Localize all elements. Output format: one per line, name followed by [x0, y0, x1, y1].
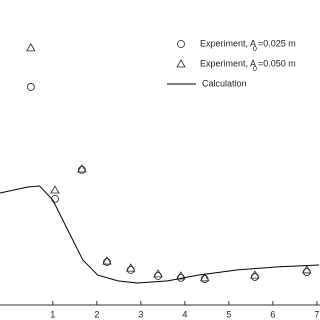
x-tick-label: 1	[50, 309, 55, 319]
point	[126, 266, 135, 274]
point	[302, 265, 312, 274]
point	[153, 269, 163, 278]
point	[77, 165, 86, 174]
point	[199, 273, 210, 282]
point	[50, 185, 60, 194]
point	[250, 270, 260, 279]
point	[176, 271, 186, 280]
legend-sub: 0	[253, 46, 257, 53]
legend-marker	[177, 40, 185, 48]
calc-line	[0, 185, 320, 284]
x-tick-label: 2	[94, 309, 99, 319]
point	[51, 194, 59, 203]
x-tick-label: 4	[182, 309, 187, 319]
x-tick-label: 6	[270, 309, 275, 319]
legend-marker	[176, 59, 186, 68]
legend-label: Calculation	[202, 78, 247, 88]
legend-label: Experiment, A	[200, 38, 256, 48]
legend-sub: 0	[253, 66, 257, 73]
x-tick-label: 3	[138, 309, 143, 319]
legend-label: Experiment, A	[200, 58, 256, 68]
point	[200, 275, 209, 283]
point	[26, 83, 35, 91]
point	[77, 164, 87, 173]
point	[126, 263, 136, 272]
legend-suffix: =0.050 m	[258, 58, 296, 68]
point	[103, 258, 111, 266]
legend-suffix: =0.025 m	[258, 38, 296, 48]
point	[102, 256, 112, 265]
point	[250, 273, 259, 281]
point	[26, 43, 36, 52]
x-tick-label: 5	[226, 309, 231, 319]
x-tick-label: 7	[314, 309, 319, 319]
